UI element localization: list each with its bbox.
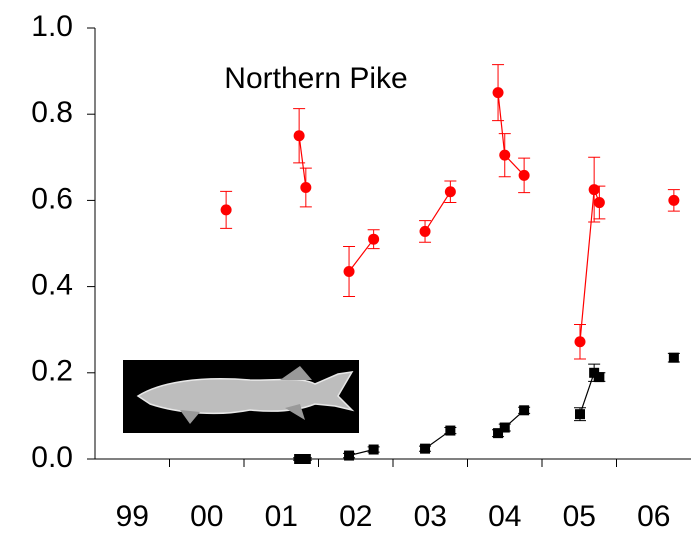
x-tick-label: 04: [488, 500, 521, 533]
point: [419, 225, 431, 237]
point: [588, 184, 600, 196]
point: [668, 194, 680, 206]
point: [519, 405, 530, 416]
y-tick-label: 0.0: [31, 441, 73, 474]
point: [518, 169, 530, 181]
point: [300, 181, 312, 193]
point: [343, 266, 355, 278]
fish-illustration: [123, 360, 359, 433]
x-tick-label: 00: [190, 500, 223, 533]
series-line: [299, 93, 674, 342]
point: [492, 87, 504, 99]
point: [220, 204, 232, 216]
point: [420, 443, 431, 454]
point: [445, 425, 456, 436]
point: [594, 372, 605, 383]
x-tick-label: 99: [116, 500, 149, 533]
point: [368, 233, 380, 245]
y-tick-label: 1.0: [31, 10, 73, 43]
fish: [136, 371, 355, 415]
x-tick-label: 01: [265, 500, 298, 533]
point: [668, 352, 679, 363]
chart-title: Northern Pike: [224, 62, 407, 95]
y-tick-label: 0.8: [31, 96, 73, 129]
point: [493, 428, 504, 439]
point: [574, 336, 586, 348]
point: [368, 444, 379, 455]
point: [294, 454, 305, 464]
point: [499, 149, 511, 161]
y-tick-label: 0.6: [31, 182, 73, 215]
x-tick-label: 02: [339, 500, 372, 533]
x-tick-label: 03: [414, 500, 447, 533]
point: [344, 450, 355, 461]
y-tick-label: 0.4: [31, 269, 73, 302]
fish-fins: [180, 366, 312, 424]
point: [574, 409, 585, 420]
x-tick-label: 05: [563, 500, 596, 533]
x-tick-label: 06: [637, 500, 670, 533]
point: [300, 454, 311, 464]
point: [593, 197, 605, 209]
point: [293, 130, 305, 142]
point: [444, 186, 456, 198]
point: [499, 422, 510, 433]
y-tick-label: 0.2: [31, 355, 73, 388]
